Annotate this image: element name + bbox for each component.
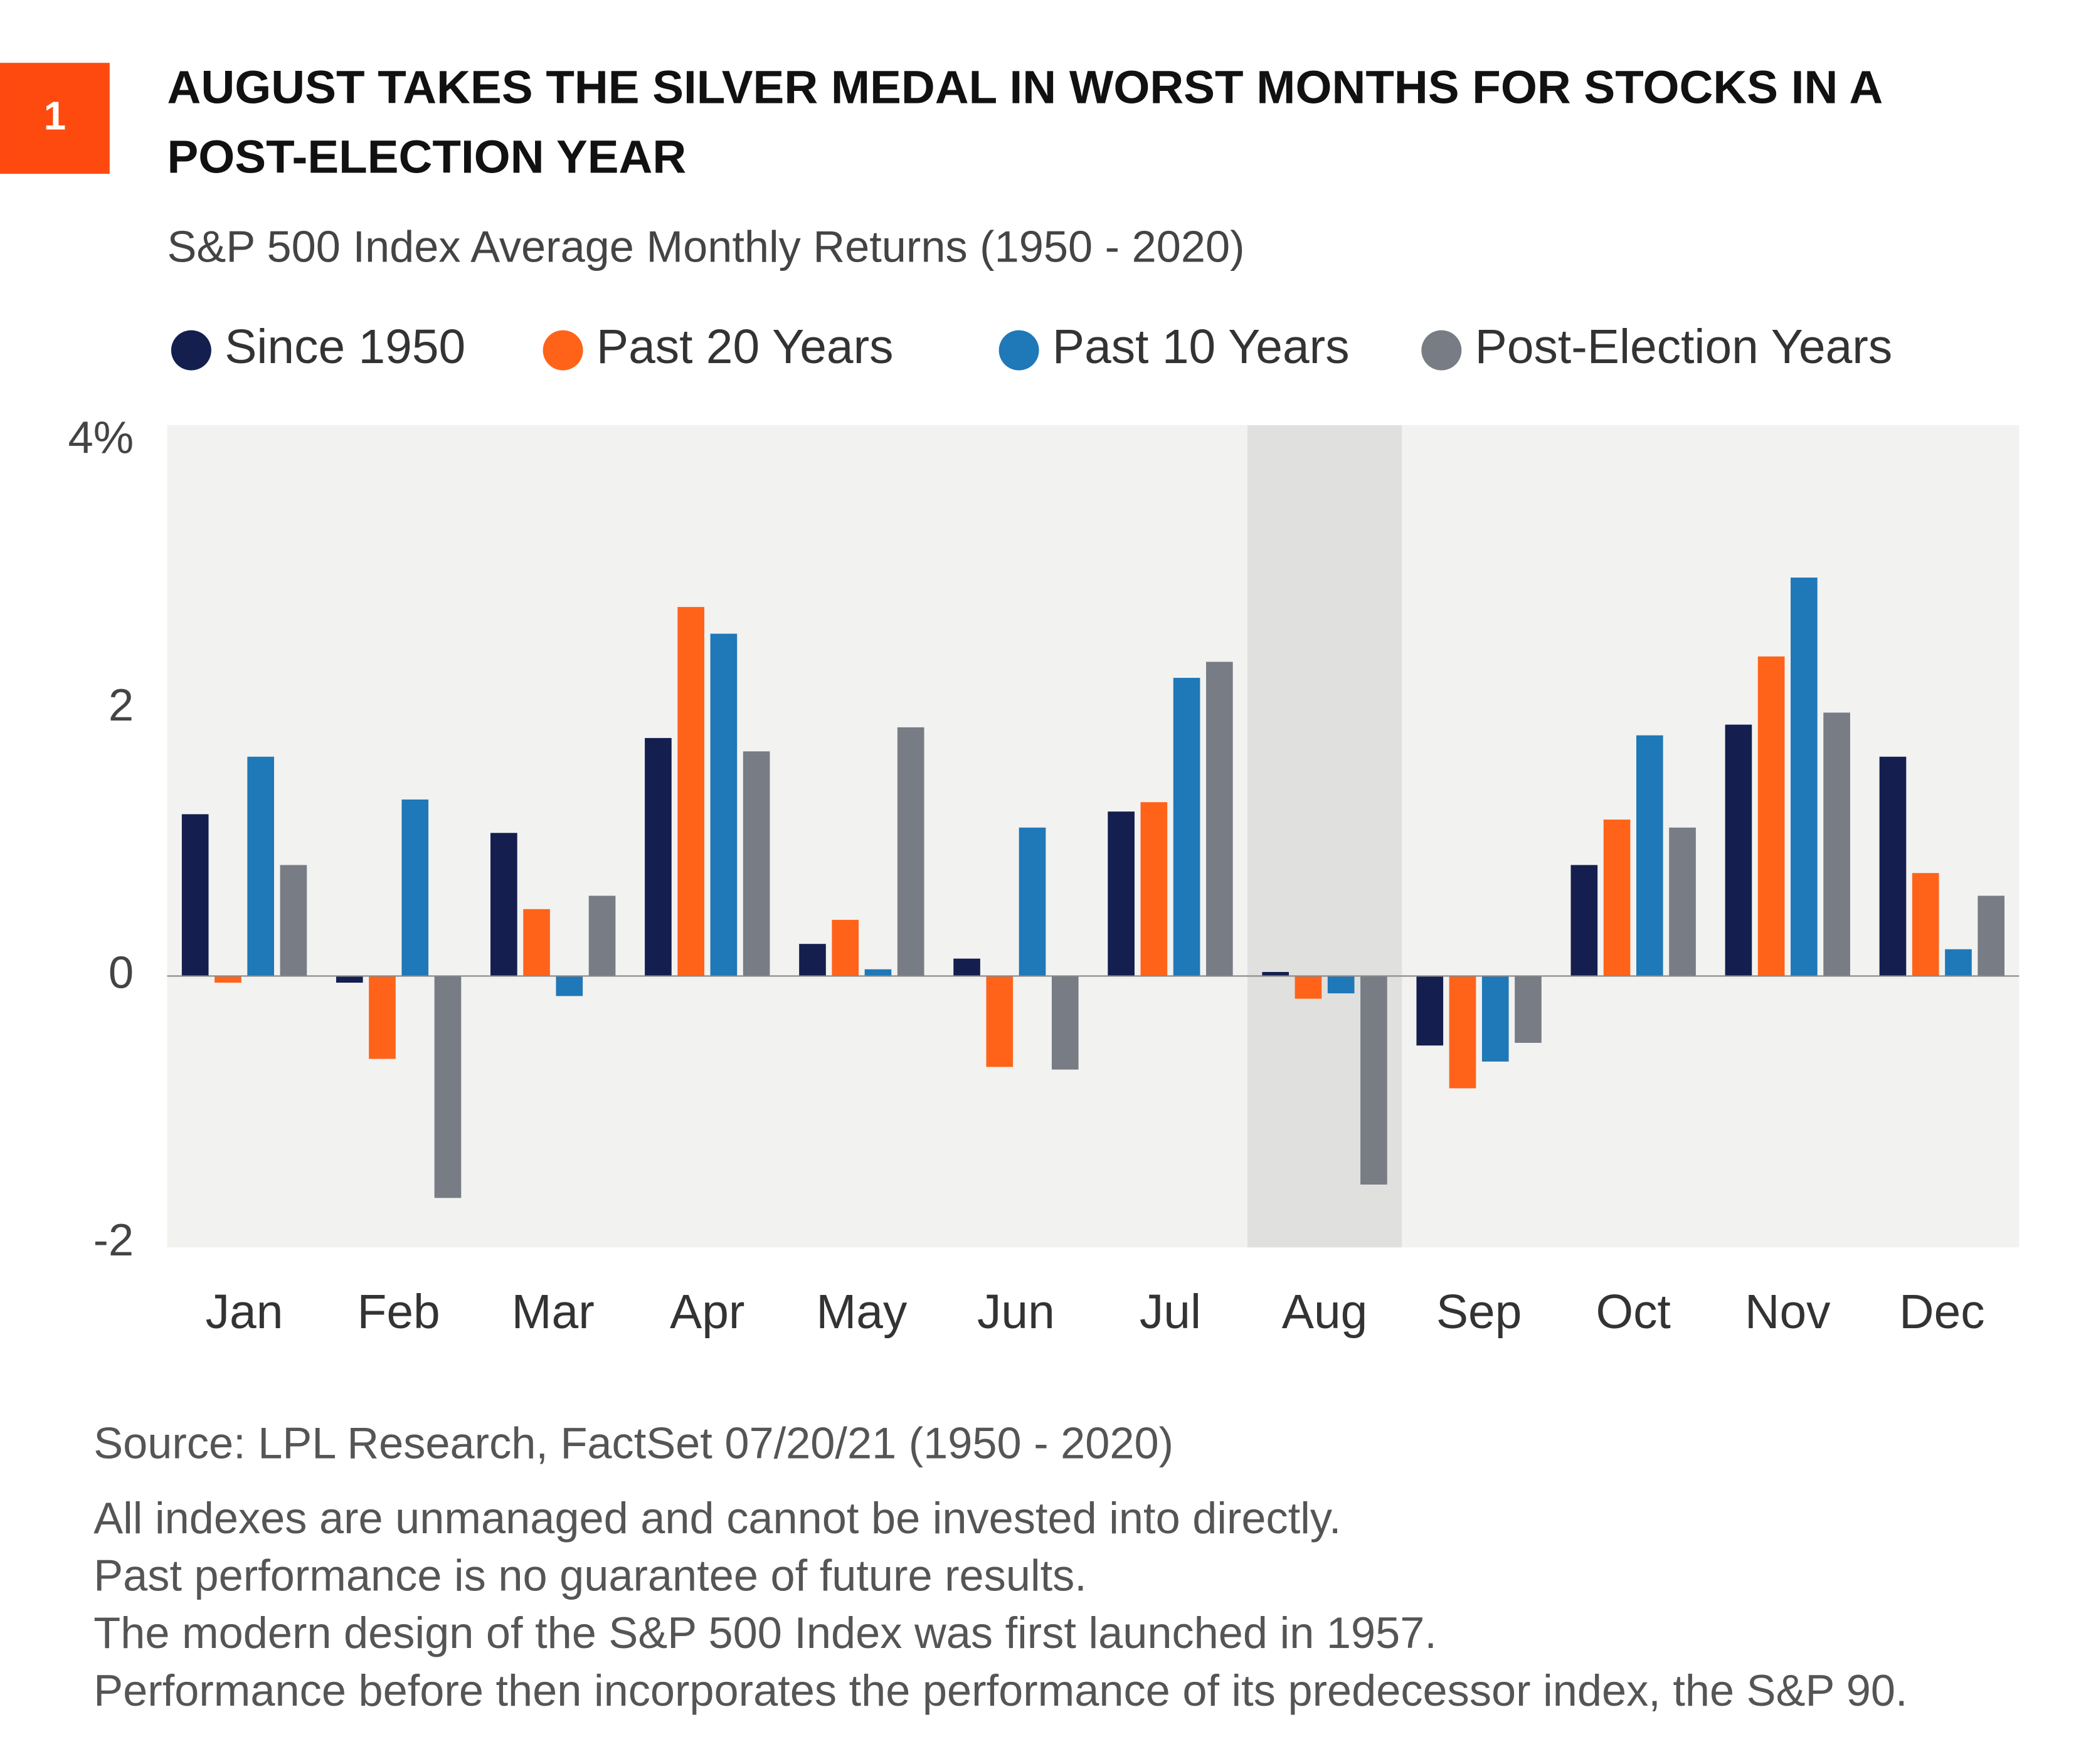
- legend-marker: [1421, 330, 1462, 371]
- x-tick-label: Jul: [1140, 1286, 1201, 1339]
- bar: [1051, 976, 1079, 1070]
- footnote: Past performance is no guarantee of futu…: [93, 1551, 1087, 1600]
- x-tick-label: Feb: [357, 1286, 440, 1339]
- y-tick-label: 2: [109, 680, 134, 731]
- legend-marker: [998, 330, 1039, 371]
- bar: [897, 727, 924, 976]
- bar: [799, 944, 826, 976]
- bar: [1977, 895, 2005, 976]
- bar: [645, 737, 672, 976]
- bar: [1945, 949, 1972, 976]
- bar: [214, 976, 241, 983]
- bar: [401, 799, 429, 976]
- bar: [556, 976, 583, 996]
- chart-subtitle: S&P 500 Index Average Monthly Returns (1…: [167, 221, 1245, 271]
- bar: [181, 814, 209, 976]
- legend-label: Past 20 Years: [596, 320, 894, 374]
- bar: [1823, 712, 1850, 976]
- bar: [1912, 873, 1939, 976]
- bar: [1140, 802, 1168, 976]
- y-tick-label: -2: [93, 1215, 134, 1265]
- bar: [523, 909, 550, 976]
- badge: [0, 63, 110, 174]
- bar: [336, 976, 363, 983]
- x-tick-label: Aug: [1282, 1286, 1368, 1339]
- x-tick-label: Nov: [1745, 1286, 1831, 1339]
- bar: [1262, 971, 1289, 976]
- bar: [1791, 578, 1818, 976]
- footnote: All indexes are unmanaged and cannot be …: [93, 1493, 1341, 1543]
- x-tick-label: Mar: [512, 1286, 595, 1339]
- bar: [1636, 735, 1663, 976]
- bar: [490, 833, 517, 976]
- x-tick-label: Jan: [206, 1286, 283, 1339]
- legend-label: Since 1950: [225, 320, 465, 374]
- legend-label: Past 10 Years: [1052, 320, 1350, 374]
- plot-background: [167, 425, 2020, 1248]
- legend-marker: [543, 330, 583, 371]
- bar: [1879, 756, 1907, 976]
- x-tick-label: Sep: [1436, 1286, 1522, 1339]
- bar: [710, 633, 738, 976]
- chart-title: AUGUST TAKES THE SILVER MEDAL IN WORST M…: [167, 61, 1883, 114]
- bar: [1173, 677, 1200, 976]
- bar: [986, 976, 1014, 1067]
- bar: [1019, 827, 1046, 976]
- bar: [1449, 976, 1476, 1089]
- source: Source: LPL Research, FactSet 07/20/21 (…: [93, 1418, 1173, 1467]
- bar: [588, 895, 616, 976]
- bar: [1481, 976, 1509, 1062]
- bar: [434, 976, 462, 1198]
- x-tick-label: Apr: [670, 1286, 744, 1339]
- x-tick-label: May: [816, 1286, 908, 1339]
- bar: [1206, 662, 1233, 976]
- bar: [1360, 976, 1387, 1185]
- legend-label: Post-Election Years: [1475, 320, 1893, 374]
- bar: [1327, 976, 1355, 994]
- chart-title: POST-ELECTION YEAR: [167, 130, 687, 183]
- x-tick-label: Oct: [1596, 1286, 1670, 1339]
- legend-marker: [171, 330, 211, 371]
- bar: [1108, 811, 1135, 976]
- footnote: The modern design of the S&P 500 Index w…: [93, 1608, 1437, 1657]
- bar: [247, 756, 274, 976]
- bar: [953, 958, 980, 976]
- bar: [864, 969, 892, 976]
- bar: [1725, 724, 1752, 976]
- bar: [369, 976, 396, 1059]
- badge-number: 1: [44, 93, 66, 139]
- bar: [1294, 976, 1322, 999]
- bar: [1515, 976, 1542, 1043]
- bar: [677, 606, 704, 976]
- bar: [743, 751, 770, 976]
- y-tick-label: 4%: [68, 413, 134, 463]
- bar: [1669, 827, 1696, 976]
- bar: [1603, 819, 1631, 976]
- bar: [1416, 976, 1444, 1046]
- y-tick-label: 0: [109, 948, 134, 998]
- x-tick-label: Dec: [1899, 1286, 1985, 1339]
- footnote: Performance before then incorporates the…: [93, 1666, 1907, 1715]
- bar: [1570, 865, 1598, 976]
- bar: [280, 865, 307, 976]
- bar: [1757, 656, 1785, 976]
- bar: [832, 919, 859, 976]
- x-tick-label: Jun: [977, 1286, 1055, 1339]
